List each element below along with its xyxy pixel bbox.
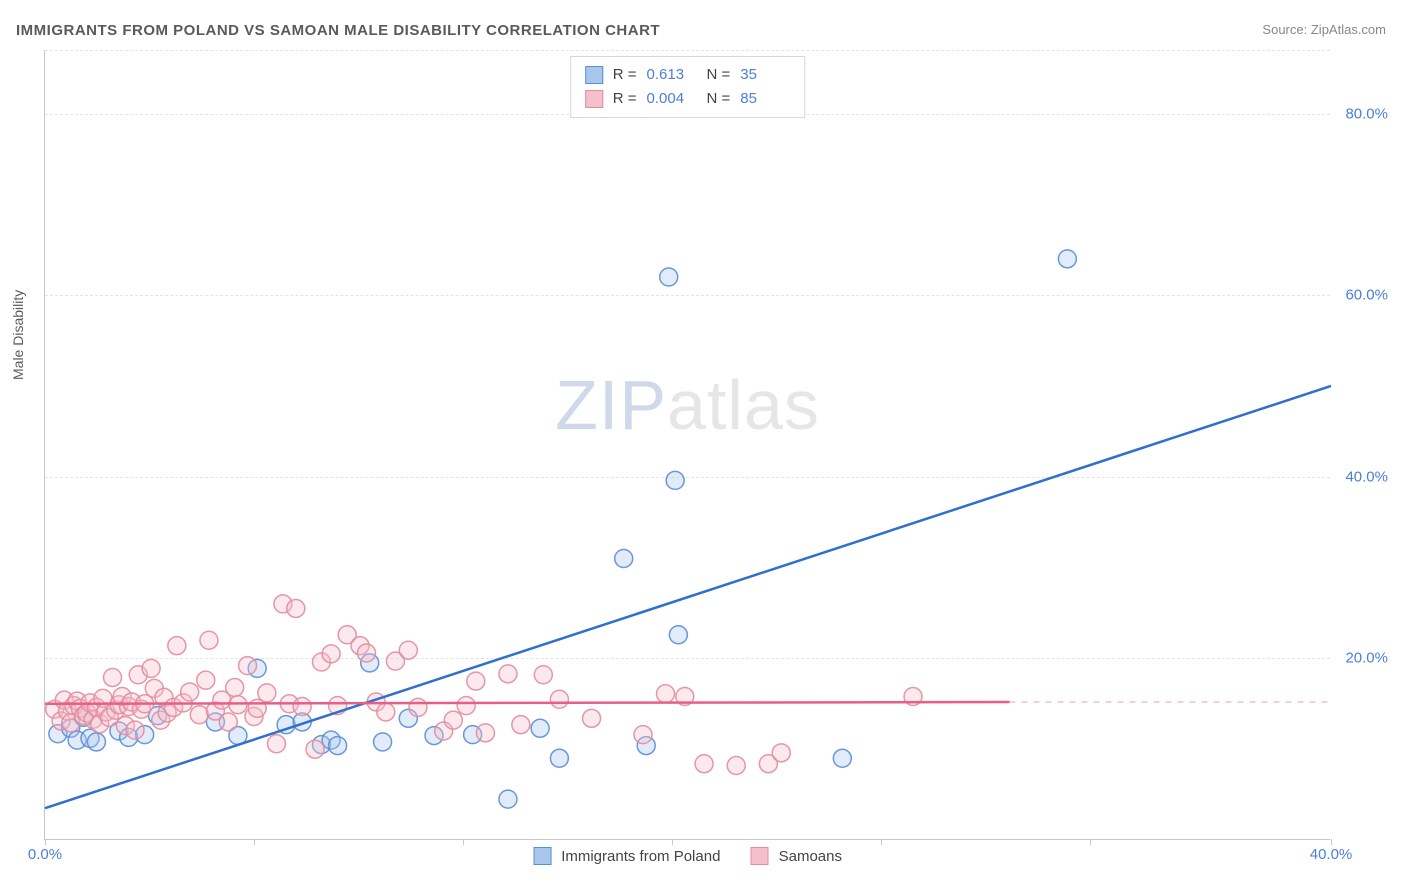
data-point xyxy=(634,726,652,744)
data-point xyxy=(226,678,244,696)
data-point xyxy=(239,657,257,675)
data-point xyxy=(306,740,324,758)
data-point xyxy=(583,709,601,727)
data-point xyxy=(550,749,568,767)
scatter-svg xyxy=(45,50,1330,839)
data-point xyxy=(695,755,713,773)
data-point xyxy=(409,698,427,716)
data-point xyxy=(534,666,552,684)
plot-area: ZIPatlas R = 0.613 N = 35 R = 0.004 N = … xyxy=(44,50,1330,840)
data-point xyxy=(258,684,276,702)
legend-item-series1: Immigrants from Poland xyxy=(533,847,720,865)
data-point xyxy=(197,671,215,689)
x-tick-mark xyxy=(463,839,464,845)
data-point xyxy=(377,703,395,721)
legend-label-series1: Immigrants from Poland xyxy=(561,848,720,865)
legend-row-series2: R = 0.004 N = 85 xyxy=(585,87,791,111)
data-point xyxy=(656,685,674,703)
data-point xyxy=(358,644,376,662)
data-point xyxy=(660,268,678,286)
data-point xyxy=(444,711,462,729)
data-point xyxy=(190,706,208,724)
x-tick-label: 0.0% xyxy=(28,846,62,863)
x-tick-mark xyxy=(672,839,673,845)
data-point xyxy=(499,790,517,808)
data-point xyxy=(399,641,417,659)
data-point xyxy=(669,626,687,644)
r-value-series1: 0.613 xyxy=(647,63,697,87)
data-point xyxy=(615,550,633,568)
x-tick-mark xyxy=(254,839,255,845)
n-value-series1: 35 xyxy=(740,63,790,87)
data-point xyxy=(499,665,517,683)
data-point xyxy=(293,698,311,716)
legend-correlation: R = 0.613 N = 35 R = 0.004 N = 85 xyxy=(570,56,806,118)
n-label: N = xyxy=(707,87,731,111)
data-point xyxy=(467,672,485,690)
data-point xyxy=(666,471,684,489)
legend-item-series2: Samoans xyxy=(750,847,842,865)
data-point xyxy=(287,599,305,617)
y-tick-label: 20.0% xyxy=(1345,650,1388,667)
data-point xyxy=(512,716,530,734)
legend-swatch-series2 xyxy=(585,90,603,108)
data-point xyxy=(229,696,247,714)
source-attribution: Source: ZipAtlas.com xyxy=(1262,22,1386,37)
data-point xyxy=(219,713,237,731)
data-point xyxy=(531,719,549,737)
r-value-series2: 0.004 xyxy=(647,87,697,111)
data-point xyxy=(200,631,218,649)
legend-series: Immigrants from Poland Samoans xyxy=(533,847,842,865)
x-tick-mark xyxy=(45,839,46,845)
n-value-series2: 85 xyxy=(740,87,790,111)
data-point xyxy=(168,637,186,655)
y-tick-label: 60.0% xyxy=(1345,287,1388,304)
data-point xyxy=(550,690,568,708)
data-point xyxy=(181,683,199,701)
data-point xyxy=(126,721,144,739)
x-tick-label: 40.0% xyxy=(1310,846,1353,863)
data-point xyxy=(142,659,160,677)
r-label: R = xyxy=(613,87,637,111)
legend-row-series1: R = 0.613 N = 35 xyxy=(585,63,791,87)
source-value: ZipAtlas.com xyxy=(1311,22,1386,37)
source-label: Source: xyxy=(1262,22,1307,37)
data-point xyxy=(322,645,340,663)
data-point xyxy=(476,724,494,742)
data-point xyxy=(374,733,392,751)
data-point xyxy=(833,749,851,767)
data-point xyxy=(104,668,122,686)
n-label: N = xyxy=(707,63,731,87)
data-point xyxy=(727,757,745,775)
trend-line xyxy=(45,386,1331,808)
data-point xyxy=(267,735,285,753)
x-tick-mark xyxy=(1331,839,1332,845)
data-point xyxy=(1058,250,1076,268)
data-point xyxy=(87,733,105,751)
r-label: R = xyxy=(613,63,637,87)
data-point xyxy=(457,697,475,715)
legend-label-series2: Samoans xyxy=(779,848,842,865)
y-tick-label: 80.0% xyxy=(1345,105,1388,122)
legend-swatch-series1 xyxy=(585,66,603,84)
x-tick-mark xyxy=(1090,839,1091,845)
x-tick-mark xyxy=(881,839,882,845)
legend-swatch-series1-b xyxy=(533,847,551,865)
data-point xyxy=(772,744,790,762)
y-axis-label: Male Disability xyxy=(10,290,26,380)
legend-swatch-series2-b xyxy=(750,847,768,865)
chart-title: IMMIGRANTS FROM POLAND VS SAMOAN MALE DI… xyxy=(16,22,660,39)
y-tick-label: 40.0% xyxy=(1345,468,1388,485)
data-point xyxy=(329,737,347,755)
